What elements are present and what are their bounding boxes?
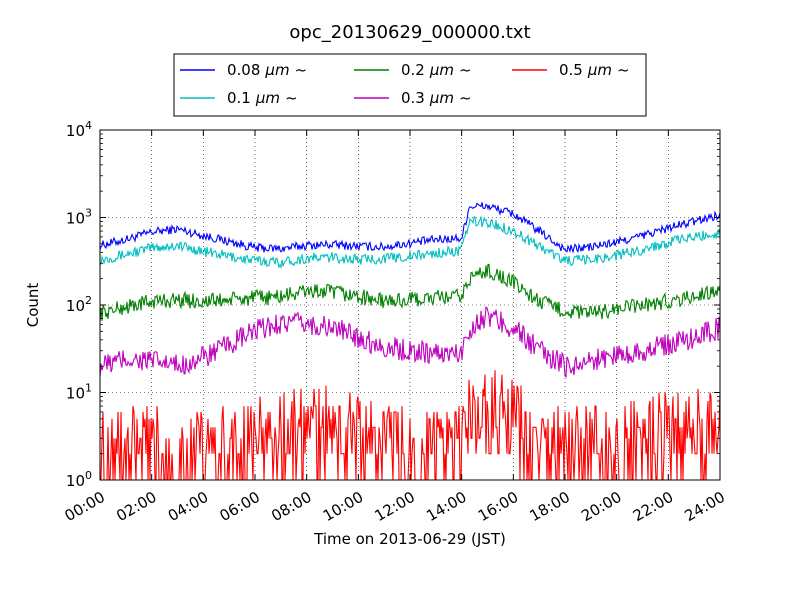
series-layer (99, 202, 721, 481)
y-tick-base: 10 (66, 297, 85, 315)
legend-label: 0.08 μm ~ (227, 61, 307, 79)
legend-label-suffix: ~ (459, 61, 472, 79)
y-tick-label: 104 (66, 119, 92, 140)
y-tick-exponent: 4 (85, 119, 92, 132)
legend-label-name: 0.3 (401, 89, 425, 107)
y-tick-base: 10 (66, 472, 85, 490)
legend-label-unit: μm (264, 61, 289, 79)
y-tick-label: 102 (66, 294, 92, 315)
chart-title: opc_20130629_000000.txt (289, 22, 530, 43)
legend-label-unit: μm (255, 89, 280, 107)
legend-label-name: 0.2 (401, 61, 425, 79)
series-line-0-2 (99, 263, 721, 322)
legend-label-name: 0.5 (559, 61, 583, 79)
y-tick-exponent: 3 (85, 207, 92, 220)
y-tick-label: 101 (66, 382, 92, 403)
series-line-0-1 (99, 215, 721, 270)
x-axis-label: Time on 2013-06-29 (JST) (313, 530, 506, 548)
series-line-0-08 (99, 202, 721, 254)
legend-label: 0.5 μm ~ (559, 61, 630, 79)
y-tick-base: 10 (66, 385, 85, 403)
legend-label-suffix: ~ (459, 89, 472, 107)
y-tick-exponent: 2 (85, 294, 92, 307)
legend-frame (173, 53, 647, 117)
legend-label: 0.1 μm ~ (227, 89, 298, 107)
series-line-0-3 (99, 306, 721, 379)
legend-label-unit: μm (429, 89, 454, 107)
legend-label: 0.3 μm ~ (401, 89, 472, 107)
y-tick-exponent: 1 (85, 382, 92, 395)
y-tick-label: 100 (66, 469, 92, 490)
legend-label-suffix: ~ (285, 89, 298, 107)
legend-label-suffix: ~ (295, 61, 308, 79)
legend-label-name: 0.1 (227, 89, 251, 107)
legend-label-suffix: ~ (617, 61, 630, 79)
y-tick-base: 10 (66, 122, 85, 140)
y-axis-label: Count (24, 283, 42, 328)
legend-label-unit: μm (429, 61, 454, 79)
y-tick-exponent: 0 (85, 469, 92, 482)
legend-label-name: 0.08 (227, 61, 260, 79)
y-tick-label: 103 (66, 207, 92, 228)
legend-label: 0.2 μm ~ (401, 61, 472, 79)
legend-label-unit: μm (587, 61, 612, 79)
y-tick-base: 10 (66, 210, 85, 228)
legend: 0.08 μm ~0.1 μm ~0.2 μm ~0.3 μm ~0.5 μm ~ (173, 53, 647, 117)
